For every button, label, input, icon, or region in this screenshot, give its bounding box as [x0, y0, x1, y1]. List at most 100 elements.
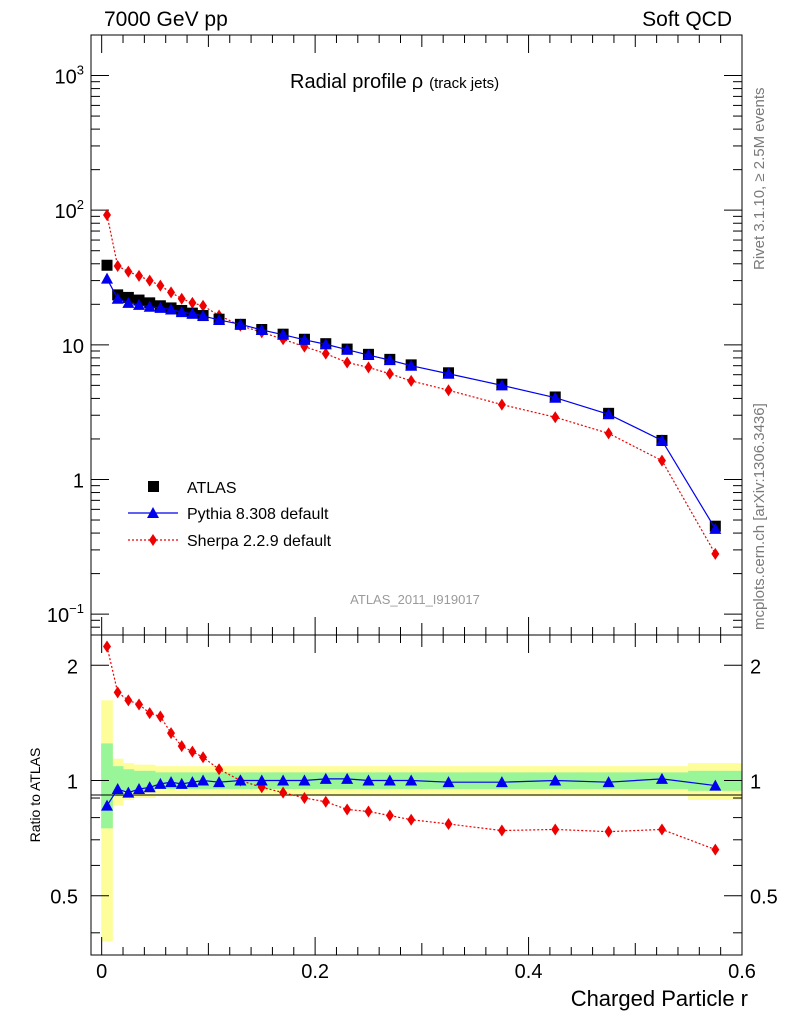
ratio-panel-frame [90, 634, 743, 956]
pythia-ratio-point [709, 779, 722, 791]
pythia-ratio-point [442, 776, 455, 788]
main-tick-label: 10−1 [47, 601, 84, 627]
sherpa-point [113, 260, 122, 273]
pythia-ratio-point [319, 772, 332, 784]
pythia-point [133, 298, 146, 310]
pythia-point [602, 408, 615, 420]
sherpa-ratio-point [156, 710, 165, 723]
sherpa-point [711, 547, 720, 560]
pythia-ratio-point [255, 774, 268, 786]
main-tick-label: 102 [55, 197, 84, 223]
pythia-ratio-point [101, 799, 114, 811]
sherpa-ratio-point [135, 698, 144, 711]
sherpa-point [156, 279, 165, 292]
pythia-ratio-point [213, 776, 226, 788]
sherpa-point [199, 299, 208, 312]
sherpa-point [604, 427, 613, 440]
pythia-point [549, 391, 562, 403]
pythia-ratio-point [133, 783, 146, 795]
legend-atlas-marker [148, 481, 159, 492]
pythia-ratio-point [298, 774, 311, 786]
sherpa-point [551, 411, 560, 424]
pythia-point [655, 434, 668, 446]
sherpa-ratio-point [167, 727, 176, 740]
x-axis-label: Charged Particle r [571, 986, 748, 1011]
chart-title: Radial profile ρ (track jets) [290, 71, 499, 93]
sherpa-point [188, 296, 197, 309]
pythia-point [442, 367, 455, 379]
sherpa-ratio-point [113, 686, 122, 699]
sherpa-ratio-point [279, 786, 288, 799]
sherpa-ratio-point [497, 824, 506, 837]
header-energy-label: 7000 GeV pp [104, 8, 228, 31]
legend-pythia-marker [147, 507, 159, 518]
inner-band-bin [122, 769, 135, 793]
header-process-label: Soft QCD [642, 8, 732, 31]
pythia-point [319, 338, 332, 350]
inner-band-bin [429, 772, 476, 790]
pythia-point [341, 343, 354, 355]
pythia-point [101, 272, 114, 284]
sherpa-point [321, 347, 330, 360]
inner-band-bin [133, 770, 145, 791]
sherpa-ratio-point [300, 792, 309, 805]
pythia-point [143, 300, 156, 312]
ratio-tick-label-right: 1 [750, 772, 761, 794]
pythia-point [298, 333, 311, 345]
pythia-ratio-point [234, 774, 247, 786]
ratio-tick-label-right: 2 [750, 656, 761, 678]
pythia-point [111, 292, 124, 304]
x-tick-label: 0.6 [728, 961, 756, 983]
ratio-tick-label-right: 0.5 [750, 887, 778, 909]
inner-band-bin [101, 743, 113, 829]
analysis-id: ATLAS_2011_I919017 [350, 592, 480, 607]
pythia-point [213, 313, 226, 325]
pythia-point [255, 323, 268, 335]
sherpa-point [497, 398, 506, 411]
sherpa-point [444, 384, 453, 397]
sherpa-ratio-point [407, 813, 416, 826]
sherpa-ratio-point [124, 694, 133, 707]
pythia-ratio-point [341, 772, 354, 784]
x-tick-label: 0 [96, 961, 107, 983]
ratio-tick-label-left: 0.5 [50, 887, 78, 909]
sherpa-ratio-point [321, 795, 330, 808]
pythia-ratio-point [165, 776, 178, 788]
pythia-point [709, 522, 722, 534]
sherpa-point [167, 286, 176, 299]
pythia-point [362, 349, 375, 361]
sherpa-point [145, 274, 154, 287]
sherpa-point [657, 454, 666, 467]
pythia-point [234, 318, 247, 330]
sherpa-ratio-point [604, 825, 613, 838]
sherpa-point [385, 367, 394, 380]
pythia-ratio-point [383, 774, 396, 786]
pythia-point [186, 307, 199, 319]
pythia-ratio-point [405, 774, 418, 786]
sherpa-ratio-point [711, 843, 720, 856]
sherpa-ratio-point [364, 805, 373, 818]
main-y-axis: 10−1 1 10 102 103 [47, 34, 742, 636]
legend-sherpa-marker [149, 534, 157, 546]
ratio-y-axis: 0.5 0.5 1 1 2 2 [50, 656, 778, 934]
sherpa-point [135, 269, 144, 282]
pythia-ratio-point [186, 776, 199, 788]
x-tick-label: 0.4 [515, 961, 543, 983]
pythia-point [383, 354, 396, 366]
pythia-ratio-point [154, 777, 167, 789]
x-tick-label: 0.2 [301, 961, 329, 983]
sherpa-point [103, 209, 112, 222]
legend-atlas-label: ATLAS [187, 480, 237, 497]
sherpa-point [124, 265, 133, 278]
pythia-point [197, 309, 210, 321]
sherpa-point [364, 361, 373, 374]
pythia-ratio-point [602, 776, 615, 788]
ratio-tick-label-left: 1 [67, 772, 78, 794]
pythia-ratio-point [143, 781, 156, 793]
pythia-ratio-point [122, 786, 135, 798]
pythia-ratio-point [175, 777, 188, 789]
sherpa-ratio-point [215, 763, 224, 776]
legend-pythia-label: Pythia 8.308 default [187, 506, 329, 523]
pythia-point [122, 296, 135, 308]
inner-band-bin [111, 766, 124, 797]
